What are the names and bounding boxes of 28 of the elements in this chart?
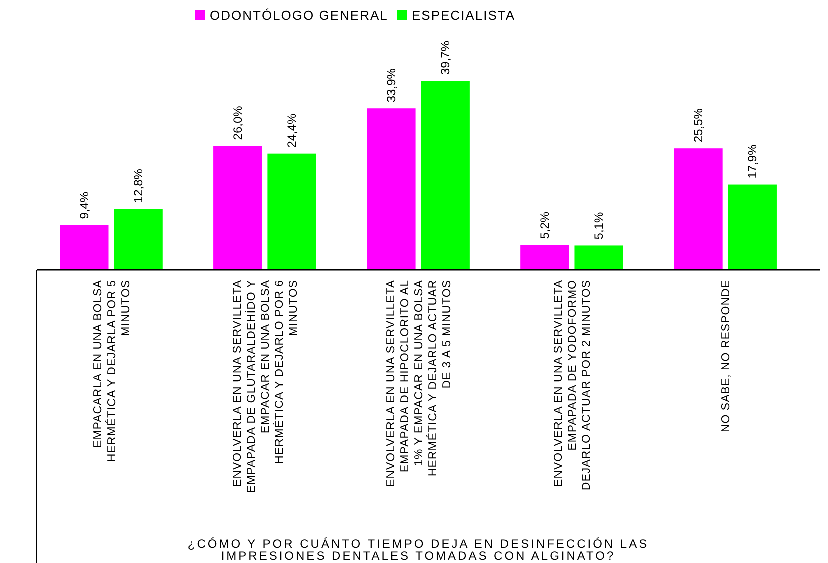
x-axis-title: ¿CÓMO Y POR CUÁNTO TIEMPO DEJA EN DESINFECCIÓN LAS IMPRESIONES DENTALES TOMADAS CON ALGINATO? <box>188 537 650 563</box>
data-label: 39,7% <box>438 40 453 75</box>
legend-label: ESPECIALISTA <box>412 8 516 23</box>
x-tick-label: NO SABE, NO RESPONDE <box>720 280 733 433</box>
data-label: 5,1% <box>592 212 606 240</box>
data-label: 5,2% <box>538 212 552 240</box>
bar <box>367 108 416 270</box>
bar <box>60 225 109 270</box>
data-label: 25,5% <box>691 108 706 143</box>
bar <box>114 209 163 270</box>
x-tick-label: EMPACARLA EN UNA BOLSA HERMÉTICA Y DEJARLA POR 5 MINUTOS <box>92 280 132 462</box>
x-tick-label: ENVOLVERLA EN UNA SERVILLETA EMPAPADA DE YODOFORMO DEJARLO ACTUAR POR 2 MINUTOS <box>553 280 594 491</box>
x-tick-label: ENVOLVERLA EN UNA SERVILLETA EMPAPADA DE HIPOCLORITO AL 1% Y EMPACAR EN UNA BOLSA HERMÉTICA Y DEJARLO ACTUAR DE 3 A 5 MINUTOS <box>386 280 454 488</box>
bar <box>674 148 723 270</box>
bar <box>728 184 777 270</box>
data-label: 24,4% <box>285 113 300 148</box>
data-label: 26,0% <box>230 106 245 140</box>
bar <box>268 154 316 270</box>
bar <box>214 146 262 270</box>
data-label: 9,4% <box>77 192 92 220</box>
data-label: 12,8% <box>132 168 146 204</box>
x-tick-label: ENVOLVERLA EN UNA SERVILLETA EMPAPADA DE GLUTARALDEHÍDO Y EMPACAR EN UNA BOLSA HERMÉTICA Y DEJARLO POR 6 MINUTOS <box>232 280 300 494</box>
bar <box>520 245 570 270</box>
legend-label: ODONTÓLOGO GENERAL <box>210 8 388 23</box>
data-label: 33,9% <box>384 68 398 103</box>
bar <box>574 246 624 270</box>
data-label: 17,9% <box>746 144 760 179</box>
bar <box>421 81 470 270</box>
